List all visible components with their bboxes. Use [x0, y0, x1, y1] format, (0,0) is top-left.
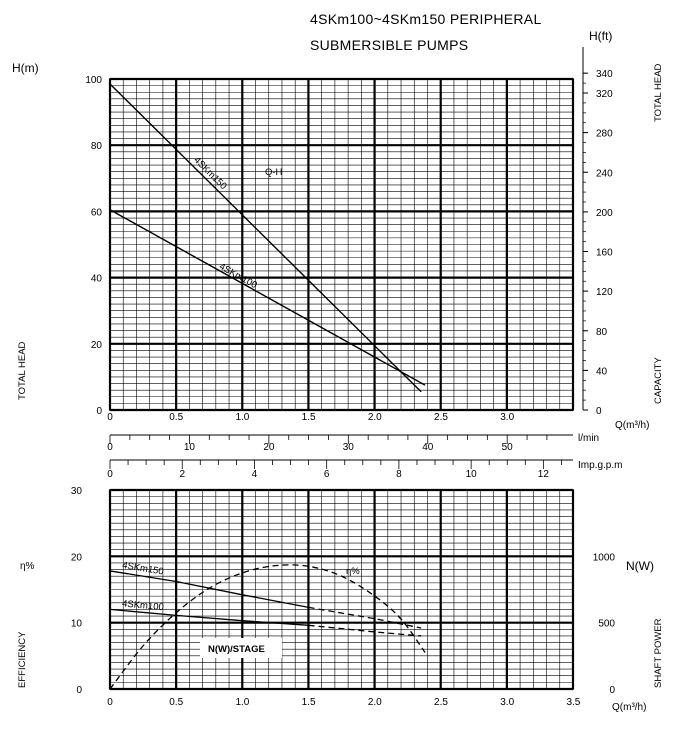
lmin-tick-label: 10 [184, 442, 196, 453]
power-tick-label: 0 [609, 685, 615, 696]
x-tick-label: 0.5 [169, 412, 183, 423]
y-tick-label-right: 160 [596, 248, 613, 259]
x-unit-label: Q(m³/h) [612, 702, 646, 713]
y-tick-label-right: 120 [596, 287, 613, 298]
y-tick-label-right: 200 [596, 208, 613, 219]
x-tick-label: 0 [107, 412, 113, 423]
x-tick-label: 1.5 [302, 697, 316, 708]
x-tick-label: 2.0 [368, 412, 382, 423]
y-tick-label-left: 80 [91, 141, 103, 152]
x-tick-label: 2.5 [434, 412, 448, 423]
lmin-unit: l/min [578, 433, 599, 444]
x-unit-label: Q(m³/h) [615, 420, 649, 431]
right-axis-title: SHAFT POWER [653, 618, 664, 688]
x-tick-label: 1.0 [235, 697, 249, 708]
power-curve-dashed-4SKm150 [308, 606, 422, 629]
y-tick-label-left: 100 [85, 75, 102, 86]
qh-label: Q-H [265, 167, 283, 178]
efficiency-label: η% [346, 566, 360, 577]
chart-title-line1: 4SKm100~4SKm150 PERIPHERAL [310, 11, 542, 27]
gpm-tick-label: 12 [538, 469, 550, 480]
left-axis-title: EFFICIENCY [17, 631, 28, 688]
lmin-tick-label: 50 [502, 442, 514, 453]
y-tick-label-right: 240 [596, 168, 613, 179]
power-curve-4SKm150 [109, 570, 309, 609]
power-series-label: 4SKm100 [122, 598, 165, 613]
top-grid [108, 77, 575, 412]
y-tick-label-right: 340 [596, 69, 613, 80]
power-label: N(W)/STAGE [208, 644, 265, 655]
gpm-tick-label: 6 [324, 469, 330, 480]
x-tick-label: 1.5 [302, 412, 316, 423]
gpm-tick-label: 0 [107, 469, 113, 480]
x-tick-label: 3.0 [500, 412, 514, 423]
lmin-tick-label: 30 [343, 442, 355, 453]
lmin-tick-label: 20 [263, 442, 275, 453]
power-label-bg [200, 638, 282, 658]
qh-curve-4SKm100 [109, 209, 426, 386]
bottom-axis-labels: 0 10 20 30 0 0.5 1.0 1.5 2.0 2.5 3.0 3.5 0 500 1000 η% N… [17, 486, 664, 713]
x-tick-label: 0.5 [169, 697, 183, 708]
qh-series-label: 4SKm100 [217, 261, 259, 291]
right-axis-title: TOTAL HEAD [653, 63, 664, 122]
gpm-tick-label: 10 [466, 469, 478, 480]
left-unit-label: H(m) [12, 61, 39, 75]
y-tick-label-left: 60 [91, 207, 103, 218]
bottom-curves: 4SKm150 4SKm100 [109, 560, 426, 690]
qh-curve-4SKm150 [109, 83, 422, 393]
efficiency-curve [109, 564, 426, 690]
power-tick-label: 1000 [593, 552, 616, 563]
x-tick-label: 2.0 [368, 697, 382, 708]
capacity-label: CAPACITY [653, 357, 664, 404]
gpm-unit: Imp.g.p.m [578, 460, 622, 471]
lmin-tick-label: 40 [422, 442, 434, 453]
x-tick-label: 2.5 [434, 697, 448, 708]
x-tick-label: 1.0 [235, 412, 249, 423]
y-tick-label-right: 320 [596, 89, 613, 100]
power-tick-label: 500 [598, 619, 615, 630]
y-tick-label-left: 40 [91, 274, 103, 285]
y-tick-label-right: 40 [596, 366, 608, 377]
secondary-scales: 0 10 20 30 40 50 l/min 0 2 4 6 8 10 12 Imp.g.p.m [107, 433, 622, 480]
eff-symbol: η% [20, 561, 35, 572]
gpm-tick-label: 4 [252, 469, 258, 480]
y-tick-label-left: 0 [96, 406, 102, 417]
qh-series-label: 4SKm150 [191, 155, 228, 192]
x-tick-label: 0 [107, 697, 113, 708]
plot-frame [109, 489, 574, 690]
y-tick-label-right: 80 [596, 327, 608, 338]
top-axis-labels: 0 20 40 60 80 100 0 0.5 1.0 1.5 2.0 2.5 3.0 0 40 80 120 1… [12, 29, 664, 431]
gpm-tick-label: 8 [396, 469, 402, 480]
bottom-grid [108, 488, 575, 691]
power-series-label: 4SKm150 [121, 560, 164, 577]
lmin-tick-label: 0 [107, 442, 113, 453]
y-tick-label-right: 280 [596, 129, 613, 140]
gpm-tick-label: 2 [179, 469, 185, 480]
power-curve-dashed-4SKm100 [308, 624, 422, 637]
x-tick-label: 3.5 [566, 697, 580, 708]
power-curve-4SKm100 [109, 608, 309, 626]
x-tick-label: 3.0 [500, 697, 514, 708]
eff-tick-label: 0 [76, 685, 82, 696]
eff-tick-label: 10 [71, 619, 83, 630]
right-unit-label: H(ft) [589, 29, 612, 43]
power-unit: N(W) [626, 559, 654, 573]
eff-tick-label: 30 [71, 486, 83, 497]
chart-title-line2: SUBMERSIBLE PUMPS [310, 37, 468, 53]
eff-tick-label: 20 [71, 552, 83, 563]
plot-frame [109, 78, 574, 411]
y-tick-label-right: 0 [596, 406, 602, 417]
y-tick-label-left: 20 [91, 340, 103, 351]
left-axis-title: TOTAL HEAD [17, 341, 28, 400]
